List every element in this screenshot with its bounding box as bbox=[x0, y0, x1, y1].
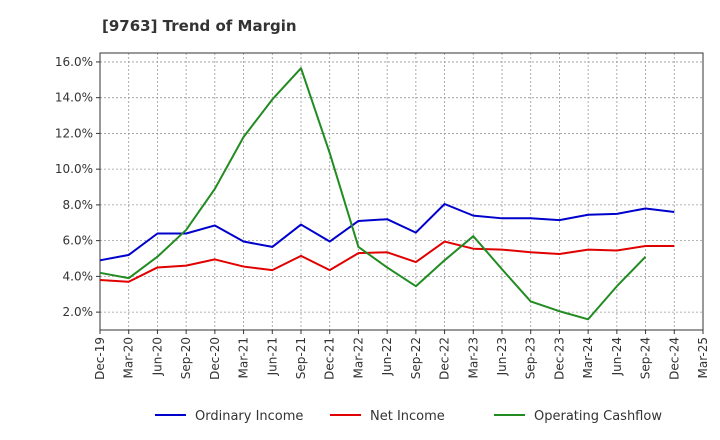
grid-lines bbox=[100, 53, 703, 330]
x-tick-label: Sep-24 bbox=[639, 337, 653, 379]
x-tick-label: Dec-20 bbox=[208, 337, 222, 380]
x-tick-label: Sep-22 bbox=[409, 337, 423, 379]
x-tick-label: Mar-25 bbox=[696, 337, 710, 378]
y-tick-label: 10.0% bbox=[55, 162, 93, 176]
x-tick-label: Jun-23 bbox=[495, 337, 509, 376]
x-tick-label: Mar-22 bbox=[351, 337, 365, 378]
x-tick-label: Sep-20 bbox=[179, 337, 193, 379]
series-lines bbox=[99, 67, 675, 321]
x-tick-label: Sep-23 bbox=[524, 337, 538, 379]
x-tick-label: Sep-21 bbox=[294, 337, 308, 379]
series-line-1 bbox=[99, 240, 675, 283]
series-line-2 bbox=[99, 67, 647, 321]
series-line-0 bbox=[99, 203, 675, 262]
y-tick-label: 2.0% bbox=[63, 305, 94, 319]
chart-title: [9763] Trend of Margin bbox=[102, 17, 297, 35]
x-tick-label: Mar-21 bbox=[237, 337, 251, 378]
y-axis: 2.0% 4.0% 6.0% 8.0% 10.0% 12.0% 14.0% 16.0% bbox=[55, 55, 100, 319]
x-tick-label: Dec-21 bbox=[323, 337, 337, 380]
y-tick-label: 12.0% bbox=[55, 126, 93, 140]
x-tick-label: Mar-20 bbox=[122, 337, 136, 378]
x-tick-label: Dec-23 bbox=[552, 337, 566, 380]
y-tick-label: 16.0% bbox=[55, 55, 93, 69]
x-tick-label: Mar-23 bbox=[466, 337, 480, 378]
legend-label: Ordinary Income bbox=[195, 409, 303, 424]
legend-label: Net Income bbox=[370, 409, 445, 424]
y-tick-label: 6.0% bbox=[63, 234, 94, 248]
x-axis: Dec-19 Mar-20 Jun-20 Sep-20 Dec-20 Mar-21 Jun-… bbox=[93, 330, 710, 380]
y-tick-label: 8.0% bbox=[63, 198, 94, 212]
x-tick-label: Dec-24 bbox=[667, 337, 681, 380]
x-tick-label: Mar-24 bbox=[581, 337, 595, 378]
x-tick-label: Jun-22 bbox=[380, 337, 394, 376]
legend-label: Operating Cashflow bbox=[534, 409, 662, 424]
y-tick-label: 4.0% bbox=[63, 269, 94, 283]
x-tick-label: Dec-19 bbox=[93, 337, 107, 380]
x-tick-label: Jun-20 bbox=[150, 337, 164, 376]
plot-area bbox=[99, 52, 704, 331]
x-tick-label: Dec-22 bbox=[438, 337, 452, 380]
x-tick-label: Jun-21 bbox=[265, 337, 279, 376]
legend: Ordinary Income Net Income Operating Cashf… bbox=[155, 409, 662, 424]
y-tick-label: 14.0% bbox=[55, 91, 93, 105]
x-tick-label: Jun-24 bbox=[610, 337, 624, 376]
